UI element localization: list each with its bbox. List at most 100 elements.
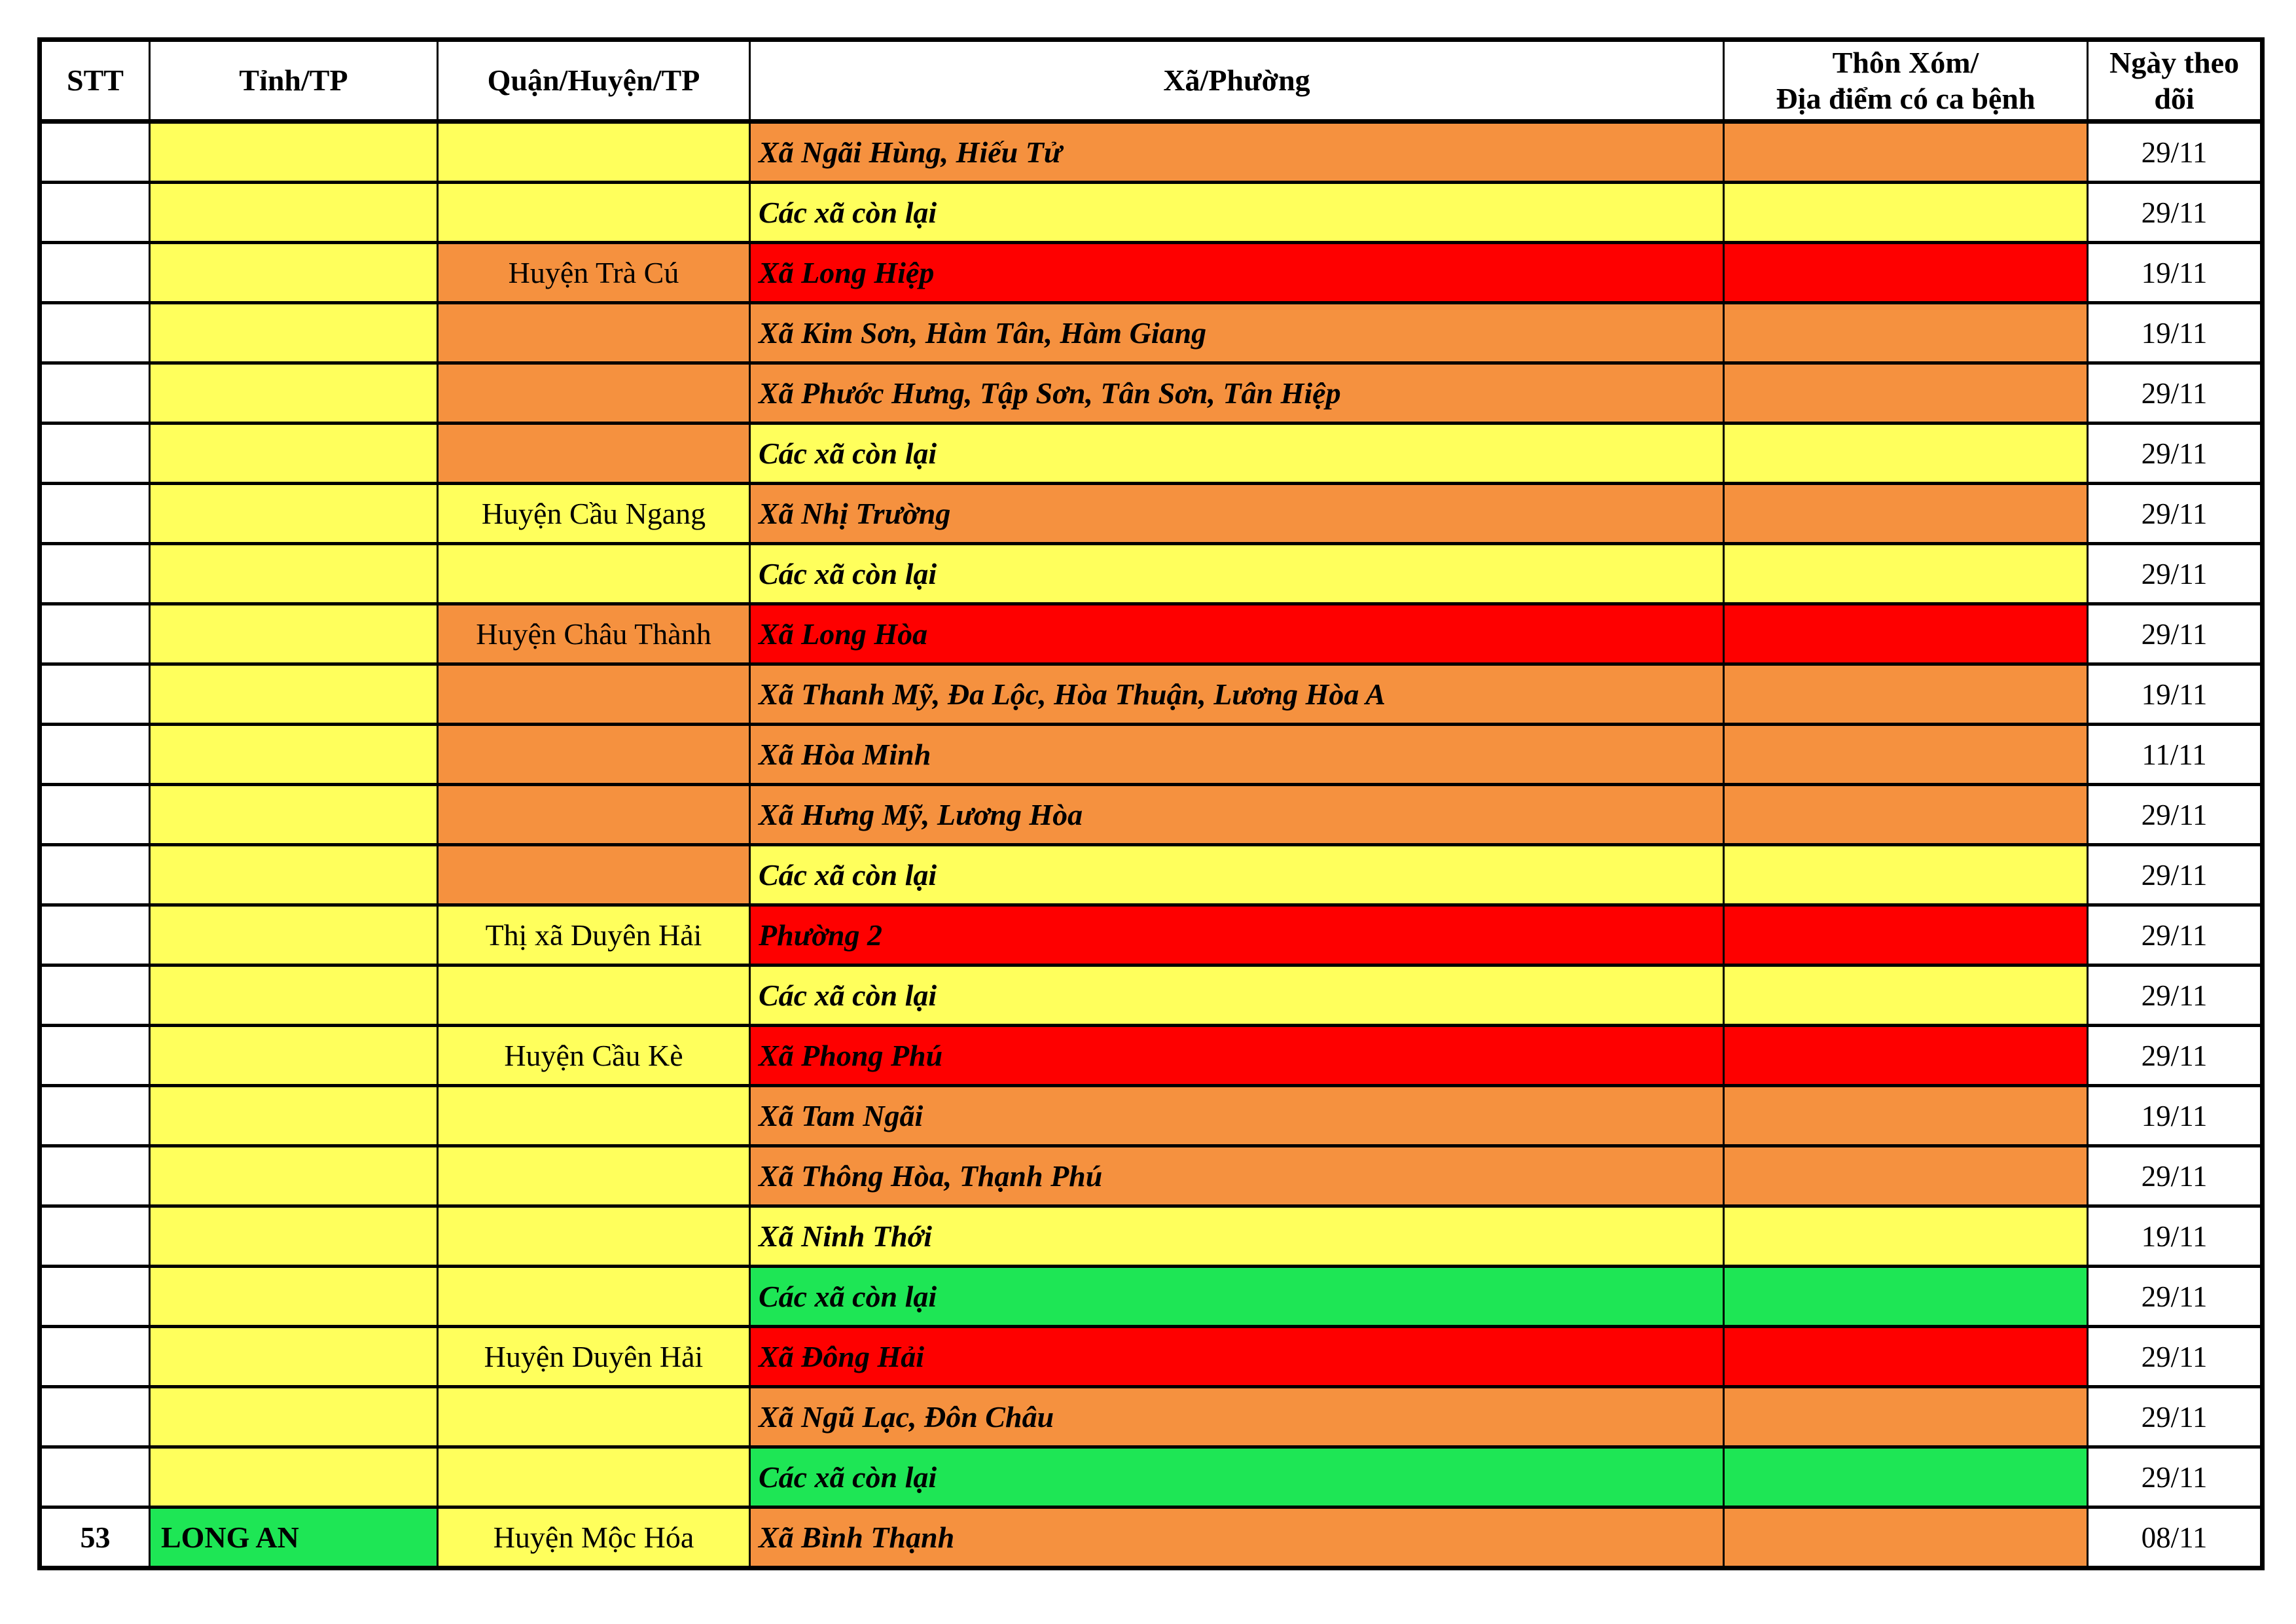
cell-province <box>149 662 439 726</box>
cell-date: 29/11 <box>2087 843 2263 907</box>
cell-province <box>149 783 439 846</box>
table-row: Các xã còn lại 29/11 <box>39 181 2263 244</box>
cell-commune: Các xã còn lại <box>749 843 1725 907</box>
cell-district <box>437 301 751 365</box>
cell-hamlet <box>1723 1265 2089 1328</box>
table-row: Huyện Trà Cú Xã Long Hiệp 19/11 <box>39 241 2263 304</box>
cell-stt <box>39 1385 151 1449</box>
table-row: Xã Thanh Mỹ, Đa Lộc, Hòa Thuận, Lương Hò… <box>39 662 2263 726</box>
cell-commune: Xã Nhị Trường <box>749 482 1725 545</box>
table-row: Các xã còn lại 29/11 <box>39 964 2263 1027</box>
cell-date: 29/11 <box>2087 120 2263 184</box>
cell-date: 11/11 <box>2087 723 2263 786</box>
cell-district: Huyện Cầu Kè <box>437 1024 751 1087</box>
cell-commune: Xã Thanh Mỹ, Đa Lộc, Hòa Thuận, Lương Hò… <box>749 662 1725 726</box>
table-row: Các xã còn lại 29/11 <box>39 542 2263 605</box>
cell-commune: Xã Long Hòa <box>749 602 1725 666</box>
cell-stt <box>39 723 151 786</box>
table-header: STT Tỉnh/TP Quận/Huyện/TP Xã/Phường Thôn… <box>39 38 2263 124</box>
cell-date: 19/11 <box>2087 241 2263 304</box>
cell-district <box>437 1144 751 1208</box>
table-row: Thị xã Duyên Hải Phường 2 29/11 <box>39 903 2263 967</box>
table-row: Huyện Cầu Kè Xã Phong Phú 29/11 <box>39 1024 2263 1087</box>
cell-province <box>149 241 439 304</box>
cell-hamlet <box>1723 361 2089 425</box>
cell-commune: Xã Phước Hưng, Tập Sơn, Tân Sơn, Tân Hiệ… <box>749 361 1725 425</box>
cell-province <box>149 602 439 666</box>
cell-hamlet <box>1723 723 2089 786</box>
cell-hamlet <box>1723 843 2089 907</box>
cell-date: 19/11 <box>2087 301 2263 365</box>
table-row: Các xã còn lại 29/11 <box>39 1445 2263 1509</box>
cell-stt <box>39 1325 151 1388</box>
cell-stt <box>39 482 151 545</box>
cell-province <box>149 1204 439 1268</box>
cell-stt <box>39 783 151 846</box>
cell-stt <box>39 1265 151 1328</box>
table-row: Các xã còn lại 29/11 <box>39 843 2263 907</box>
cell-date: 29/11 <box>2087 1385 2263 1449</box>
cell-commune: Xã Thông Hòa, Thạnh Phú <box>749 1144 1725 1208</box>
cell-hamlet <box>1723 1445 2089 1509</box>
cell-commune: Xã Ngũ Lạc, Đôn Châu <box>749 1385 1725 1449</box>
cell-date: 29/11 <box>2087 783 2263 846</box>
cell-hamlet <box>1723 964 2089 1027</box>
cell-province <box>149 1084 439 1147</box>
cell-district <box>437 1445 751 1509</box>
col-header-hamlet: Thôn Xóm/Địa điểm có ca bệnh <box>1723 38 2089 124</box>
cell-commune: Các xã còn lại <box>749 964 1725 1027</box>
cell-hamlet <box>1723 1084 2089 1147</box>
cell-commune: Phường 2 <box>749 903 1725 967</box>
cell-hamlet <box>1723 1024 2089 1087</box>
cell-province: LONG AN <box>149 1506 439 1570</box>
cell-district <box>437 120 751 184</box>
cell-stt <box>39 301 151 365</box>
cell-district: Huyện Cầu Ngang <box>437 482 751 545</box>
cell-commune: Các xã còn lại <box>749 1265 1725 1328</box>
cell-date: 29/11 <box>2087 602 2263 666</box>
table-row: Xã Phước Hưng, Tập Sơn, Tân Sơn, Tân Hiệ… <box>39 361 2263 425</box>
cell-date: 29/11 <box>2087 1024 2263 1087</box>
cell-hamlet <box>1723 181 2089 244</box>
cell-district <box>437 662 751 726</box>
header-row: STT Tỉnh/TP Quận/Huyện/TP Xã/Phường Thôn… <box>39 38 2263 124</box>
cell-district <box>437 1204 751 1268</box>
cell-province <box>149 1265 439 1328</box>
table-row: Xã Hưng Mỹ, Lương Hòa 29/11 <box>39 783 2263 846</box>
cell-date: 29/11 <box>2087 1325 2263 1388</box>
cell-commune: Xã Ninh Thới <box>749 1204 1725 1268</box>
cell-date: 29/11 <box>2087 542 2263 605</box>
table-row: Xã Ngũ Lạc, Đôn Châu 29/11 <box>39 1385 2263 1449</box>
cell-commune: Xã Đông Hải <box>749 1325 1725 1388</box>
table-row: Xã Ngãi Hùng, Hiếu Tử 29/11 <box>39 120 2263 184</box>
cell-stt <box>39 361 151 425</box>
table-row: Xã Thông Hòa, Thạnh Phú 29/11 <box>39 1144 2263 1208</box>
cell-date: 29/11 <box>2087 964 2263 1027</box>
cell-commune: Các xã còn lại <box>749 181 1725 244</box>
cell-date: 29/11 <box>2087 181 2263 244</box>
cell-commune: Xã Kim Sơn, Hàm Tân, Hàm Giang <box>749 301 1725 365</box>
cell-district: Huyện Duyên Hải <box>437 1325 751 1388</box>
cell-district <box>437 1084 751 1147</box>
table-row: Xã Kim Sơn, Hàm Tân, Hàm Giang 19/11 <box>39 301 2263 365</box>
col-header-hamlet-line2: Địa điểm có ca bệnh <box>1776 82 2036 115</box>
cell-hamlet <box>1723 241 2089 304</box>
cell-hamlet <box>1723 903 2089 967</box>
cell-date: 29/11 <box>2087 482 2263 545</box>
table-row: 53 LONG AN Huyện Mộc Hóa Xã Bình Thạnh 0… <box>39 1506 2263 1570</box>
col-header-hamlet-line1: Thôn Xóm/ <box>1832 45 1979 79</box>
cell-commune: Xã Ngãi Hùng, Hiếu Tử <box>749 120 1725 184</box>
cell-province <box>149 482 439 545</box>
table-row: Huyện Duyên Hải Xã Đông Hải 29/11 <box>39 1325 2263 1388</box>
cell-hamlet <box>1723 1144 2089 1208</box>
cell-district <box>437 181 751 244</box>
cell-commune: Xã Hưng Mỹ, Lương Hòa <box>749 783 1725 846</box>
table-body: Xã Ngãi Hùng, Hiếu Tử 29/11 Các xã còn l… <box>39 120 2263 1570</box>
cell-date: 19/11 <box>2087 1084 2263 1147</box>
cell-province <box>149 1325 439 1388</box>
cell-date: 29/11 <box>2087 903 2263 967</box>
cell-hamlet <box>1723 1325 2089 1388</box>
cell-district <box>437 723 751 786</box>
col-header-province: Tỉnh/TP <box>149 38 439 124</box>
table-row: Huyện Châu Thành Xã Long Hòa 29/11 <box>39 602 2263 666</box>
